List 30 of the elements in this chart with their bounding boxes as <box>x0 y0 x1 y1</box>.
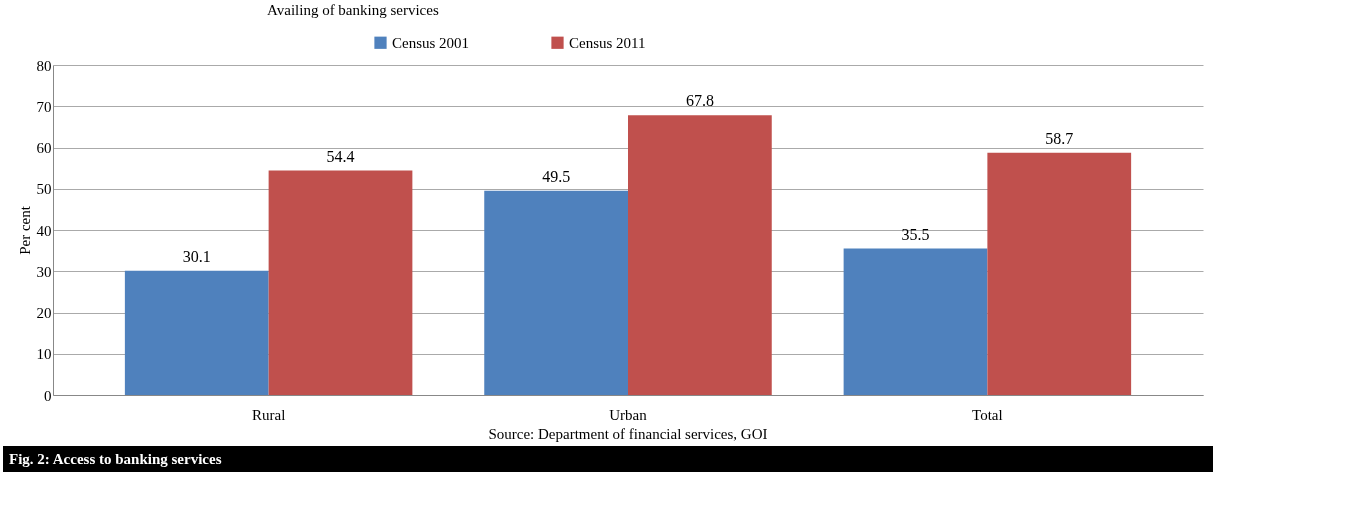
bar <box>124 270 269 395</box>
y-axis-title: Per cent <box>16 205 33 255</box>
bar <box>268 170 413 395</box>
x-tick-label: Rural <box>251 406 286 423</box>
chart-title: Availing of banking services <box>267 2 439 18</box>
bar <box>843 248 988 395</box>
y-tick-label: 30 <box>36 263 52 280</box>
y-tick-label: 50 <box>36 181 52 198</box>
y-tick-label: 20 <box>36 305 52 321</box>
y-tick-label: 0 <box>44 387 52 404</box>
data-label: 35.5 <box>901 225 930 243</box>
data-label: 49.5 <box>542 167 571 185</box>
legend-label: Census 2011 <box>569 34 646 51</box>
y-tick-label: 60 <box>36 140 52 156</box>
source-note: Source: Department of financial services, GOI <box>488 426 768 442</box>
bar <box>484 190 628 395</box>
y-tick-label: 10 <box>36 346 52 363</box>
bar <box>987 152 1132 395</box>
data-label: 54.4 <box>326 147 355 165</box>
y-tick-label: 80 <box>36 57 52 74</box>
data-label: 30.1 <box>182 247 211 265</box>
caption: Fig. 2: Access to banking services <box>9 451 222 467</box>
x-tick-label: Urban <box>609 406 648 423</box>
data-label: 67.8 <box>685 92 714 110</box>
x-tick-label: Total <box>972 406 1003 423</box>
data-label: 58.7 <box>1045 129 1074 147</box>
legend-label: Census 2001 <box>392 34 470 51</box>
bar <box>628 115 772 395</box>
y-tick-label: 40 <box>36 222 52 239</box>
y-tick-label: 70 <box>36 98 52 115</box>
